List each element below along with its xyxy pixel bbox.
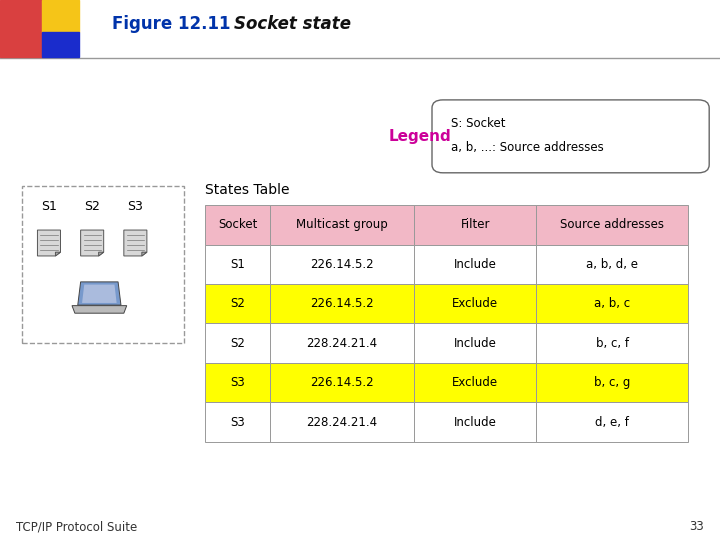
Text: Include: Include — [454, 258, 497, 271]
Text: TCP/IP Protocol Suite: TCP/IP Protocol Suite — [16, 520, 137, 533]
Text: Exclude: Exclude — [452, 297, 498, 310]
Text: S3: S3 — [230, 376, 245, 389]
Text: 33: 33 — [690, 520, 704, 533]
Text: a, b, d, e: a, b, d, e — [586, 258, 638, 271]
Text: 226.14.5.2: 226.14.5.2 — [310, 297, 374, 310]
Text: 226.14.5.2: 226.14.5.2 — [310, 258, 374, 271]
Text: b, c, f: b, c, f — [595, 336, 629, 350]
Text: Filter: Filter — [461, 218, 490, 232]
Text: Socket state: Socket state — [234, 15, 351, 33]
Text: S2: S2 — [84, 200, 100, 213]
Text: a, b, c: a, b, c — [594, 297, 630, 310]
Text: Multicast group: Multicast group — [296, 218, 388, 232]
Text: S1: S1 — [41, 200, 57, 213]
Text: Socket: Socket — [218, 218, 257, 232]
Text: 228.24.21.4: 228.24.21.4 — [307, 415, 377, 429]
Text: 226.14.5.2: 226.14.5.2 — [310, 376, 374, 389]
Text: Source addresses: Source addresses — [560, 218, 664, 232]
Text: S3: S3 — [127, 200, 143, 213]
Text: S2: S2 — [230, 336, 245, 350]
Text: Exclude: Exclude — [452, 376, 498, 389]
Text: S3: S3 — [230, 415, 245, 429]
Text: S1: S1 — [230, 258, 245, 271]
Text: Figure 12.11: Figure 12.11 — [112, 15, 230, 33]
Text: a, b, ...: Source addresses: a, b, ...: Source addresses — [451, 141, 604, 154]
Text: Include: Include — [454, 415, 497, 429]
Text: States Table: States Table — [205, 183, 289, 197]
Text: Include: Include — [454, 336, 497, 350]
Text: S2: S2 — [230, 297, 245, 310]
Text: 228.24.21.4: 228.24.21.4 — [307, 336, 377, 350]
Text: S: Socket: S: Socket — [451, 117, 506, 130]
Text: b, c, g: b, c, g — [594, 376, 630, 389]
Text: d, e, f: d, e, f — [595, 415, 629, 429]
Text: Legend: Legend — [389, 129, 451, 144]
